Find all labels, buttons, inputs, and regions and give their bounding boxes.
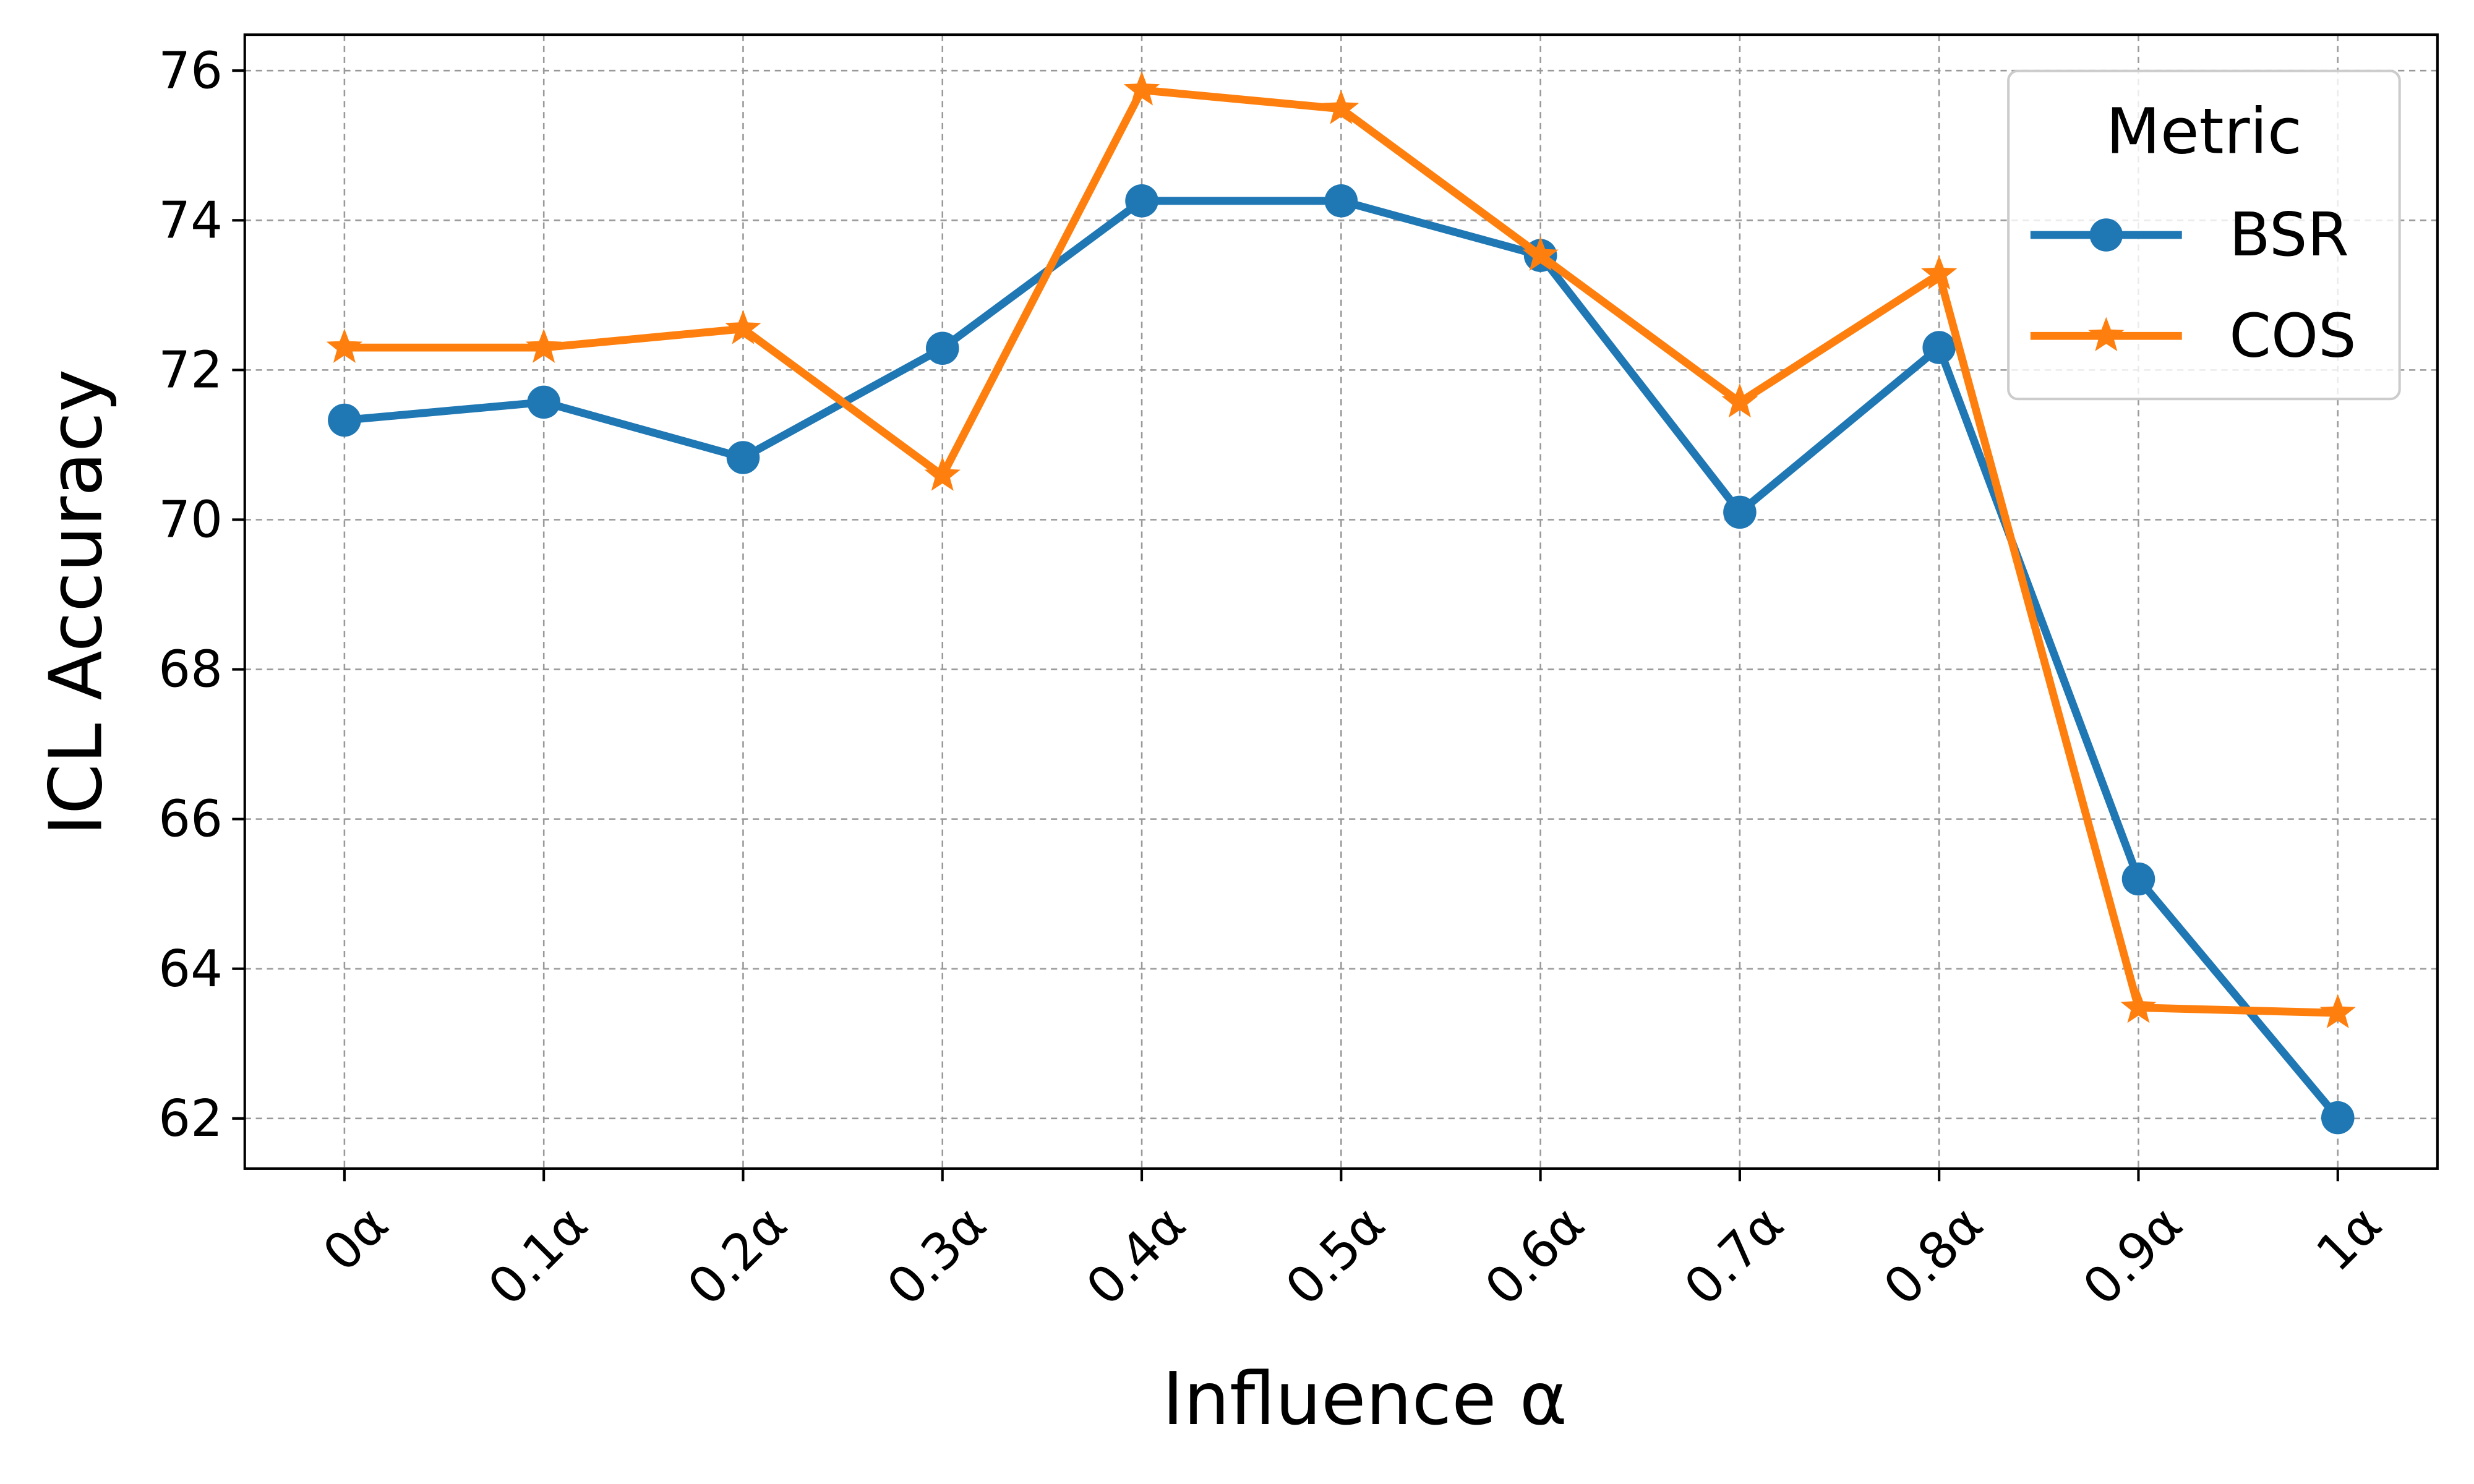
- point: [2321, 1101, 2355, 1135]
- point: [1723, 495, 1757, 529]
- point: [2121, 862, 2155, 896]
- point: [1323, 90, 1359, 124]
- x-axis-label: Influence α: [1162, 1357, 1567, 1441]
- point: [2319, 994, 2356, 1028]
- point: [328, 403, 361, 437]
- point: [925, 331, 959, 365]
- point: [527, 385, 560, 419]
- y-tick-label: 70: [158, 491, 223, 550]
- point: [725, 310, 761, 344]
- legend-title: Metric: [2106, 95, 2302, 168]
- y-tick-label: 62: [158, 1090, 223, 1148]
- y-tick-label: 66: [158, 790, 223, 849]
- y-tick-label: 68: [158, 641, 223, 699]
- legend-marker: [2088, 317, 2125, 352]
- point: [2120, 989, 2157, 1023]
- point: [924, 456, 961, 491]
- grid: [244, 35, 2438, 1169]
- y-tick-label: 74: [158, 191, 223, 250]
- legend-marker: [2089, 218, 2123, 252]
- plot-lines: [326, 71, 2356, 1135]
- point: [1324, 184, 1358, 218]
- legend-label: BSR: [2229, 200, 2349, 270]
- legend-label: COS: [2229, 301, 2356, 370]
- point: [526, 328, 562, 363]
- point: [1123, 71, 1160, 106]
- y-tick-label: 72: [158, 341, 223, 399]
- y-tick-label: 64: [158, 940, 223, 999]
- point: [326, 328, 362, 363]
- point: [1125, 184, 1158, 218]
- point: [726, 441, 760, 474]
- y-axis-label: ICL Accuracy: [34, 369, 119, 836]
- point: [1721, 383, 1758, 418]
- y-tick-label: 76: [158, 41, 223, 100]
- point: [1922, 331, 1956, 364]
- point: [1921, 255, 1958, 290]
- point: [1522, 236, 1559, 271]
